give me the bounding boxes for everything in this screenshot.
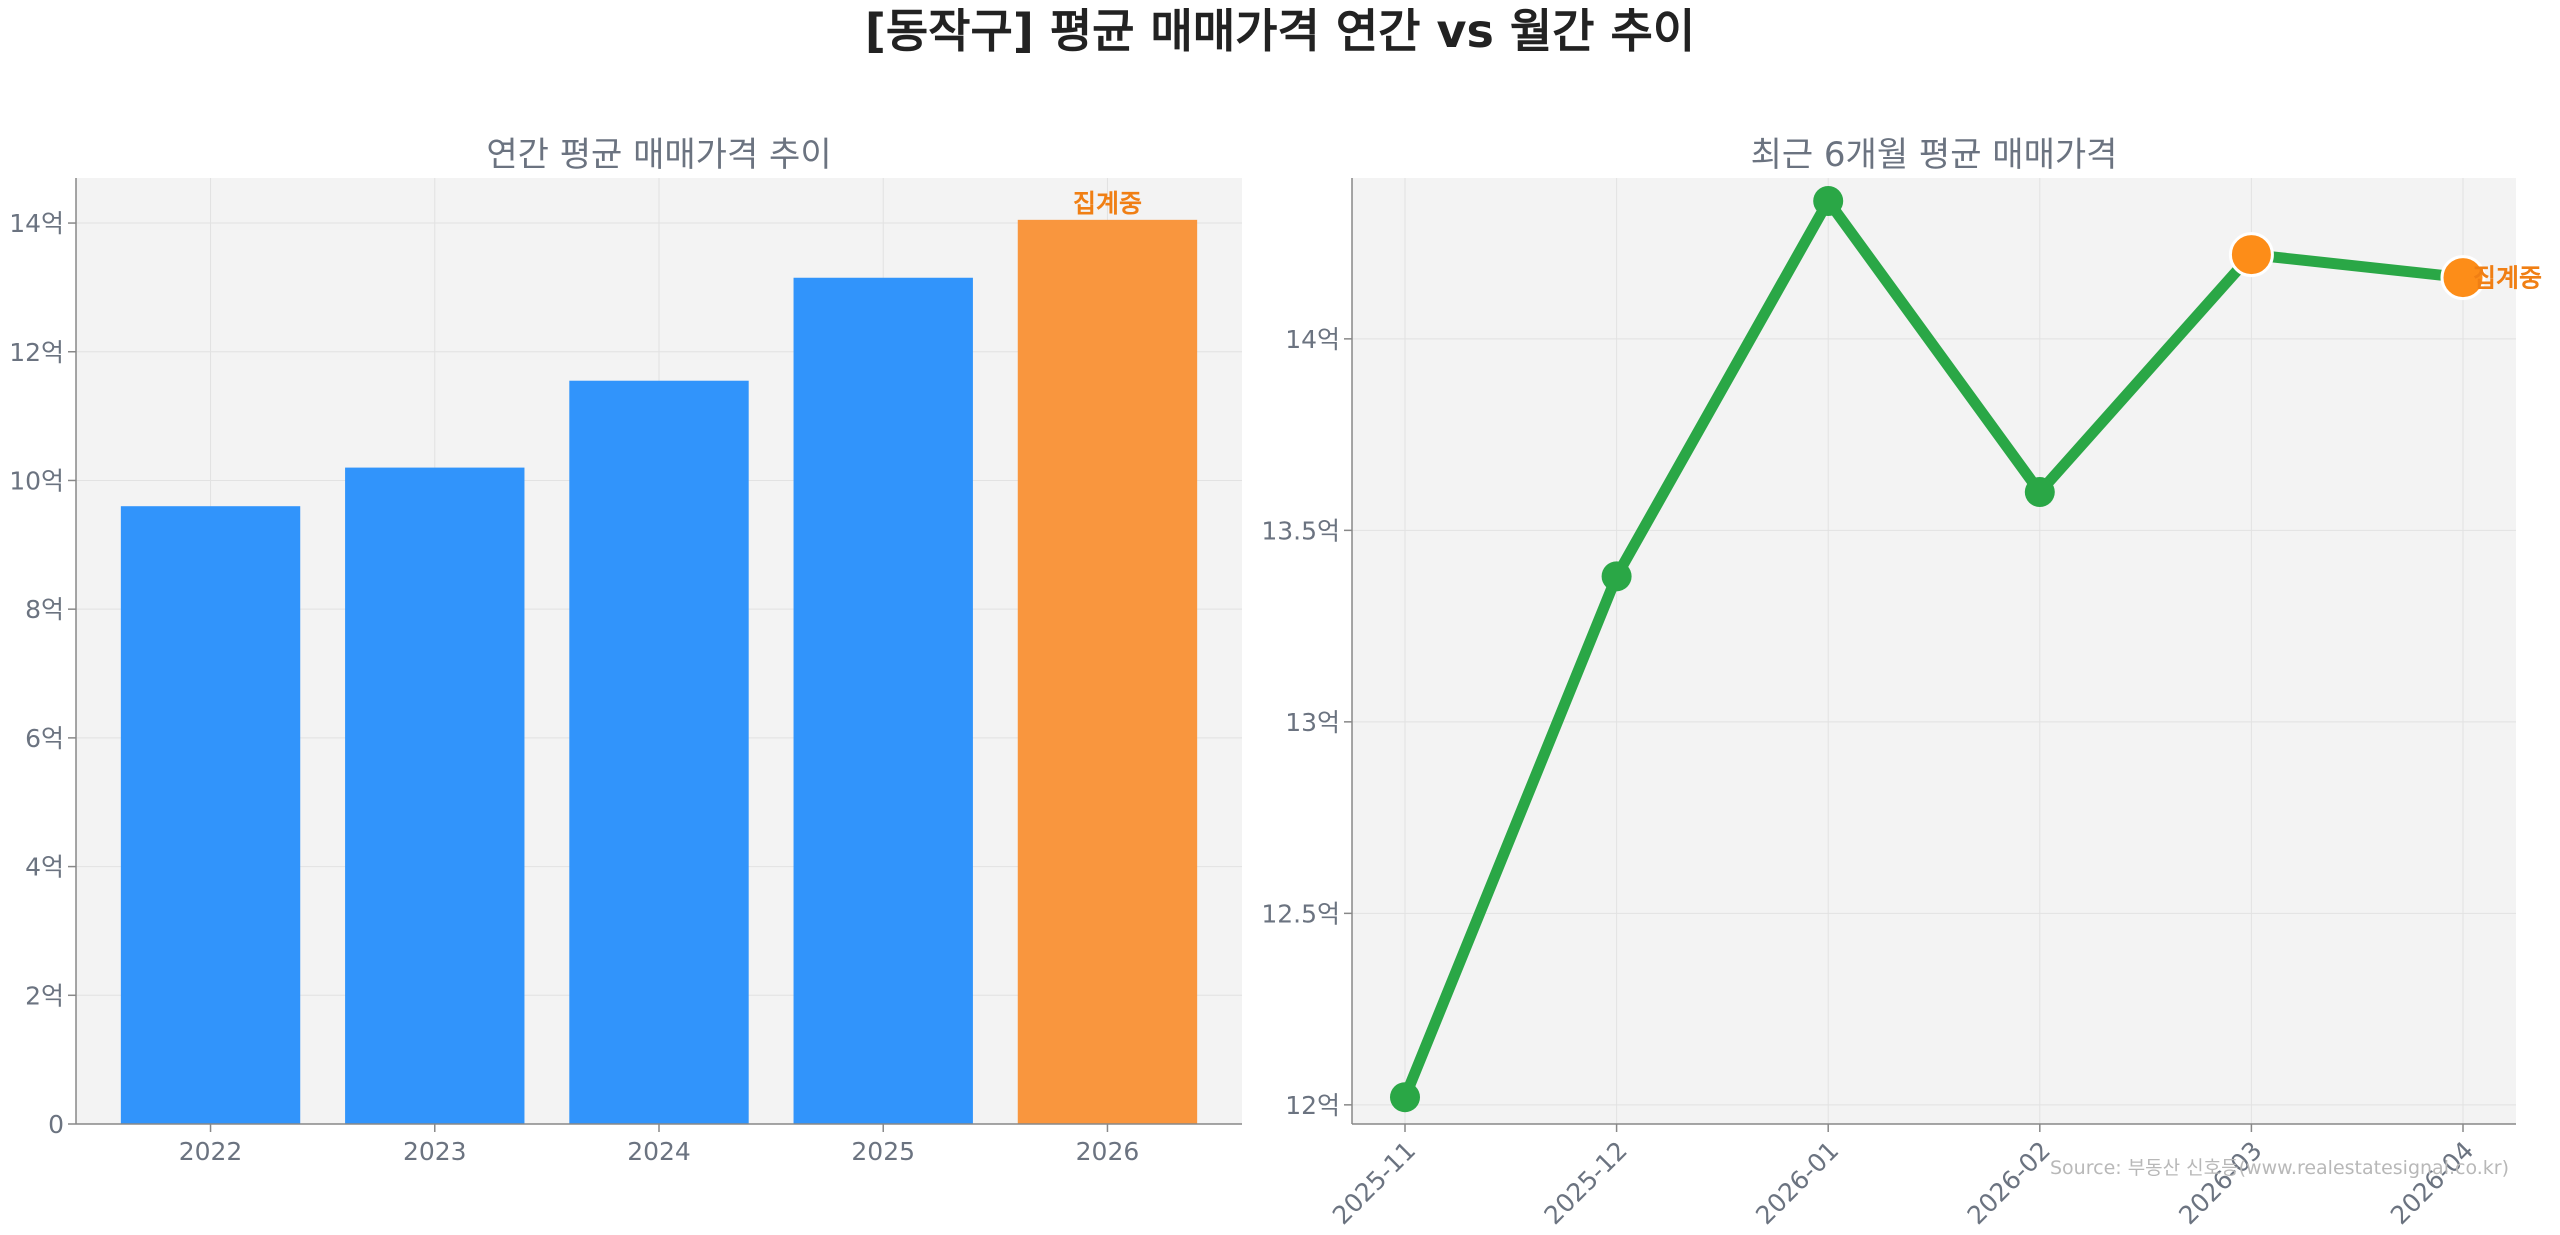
y-tick-label: 2억 bbox=[25, 981, 64, 1010]
y-tick-label: 10억 bbox=[9, 466, 64, 495]
x-tick-label: 2026-03 bbox=[2173, 1136, 2267, 1230]
chart-title: 연간 평균 매매가격 추이 bbox=[486, 135, 831, 175]
x-tick-label: 2025-12 bbox=[1538, 1136, 1632, 1230]
y-tick-label: 12.5억 bbox=[1261, 899, 1340, 928]
y-tick-label: 0 bbox=[48, 1110, 64, 1139]
point-2025-11 bbox=[1390, 1082, 1420, 1113]
bar-2025 bbox=[793, 277, 973, 1124]
x-tick-label: 2026-01 bbox=[1750, 1136, 1844, 1230]
monthly-line-chart: 최근 6개월 평균 매매가격 12억 12.5억 13억 13.5억 14억 집계중 2025… bbox=[1261, 135, 2542, 1230]
y-tick-label: 8억 bbox=[25, 595, 64, 624]
point-2025-12 bbox=[1601, 561, 1632, 592]
bar-2023 bbox=[345, 467, 525, 1125]
y-tick-label: 6억 bbox=[25, 724, 64, 753]
point-2026-02 bbox=[2024, 477, 2055, 508]
series-line bbox=[1399, 190, 2469, 1103]
y-tick-label: 12억 bbox=[1285, 1091, 1340, 1120]
y-tick-label: 12억 bbox=[9, 338, 64, 367]
y-tick-label: 4억 bbox=[25, 853, 64, 882]
x-tick-label: 2022 bbox=[179, 1137, 243, 1166]
x-tick-label: 2024 bbox=[627, 1137, 691, 1166]
bar-2026 bbox=[1017, 219, 1198, 1124]
point-2026-03 bbox=[2228, 232, 2274, 278]
y-tick-label: 13.5억 bbox=[1261, 516, 1340, 545]
source-note: Source: 부동산 신호등(www.realestatesignal.co.… bbox=[2050, 1157, 2510, 1179]
x-tick-label: 2025 bbox=[851, 1137, 915, 1166]
x-tick-label: 2026-02 bbox=[1962, 1136, 2056, 1230]
x-tick-label: 2026 bbox=[1076, 1137, 1140, 1166]
annual-bar-chart: 연간 평균 매매가격 추이 0 2억 4억 6억 8억 10억 12억 14억 2022 2023 2… bbox=[9, 135, 1242, 1166]
annotation-label: 집계중 bbox=[2473, 264, 2542, 293]
x-tick-label: 2025-11 bbox=[1327, 1136, 1421, 1230]
x-tick-label: 2023 bbox=[403, 1137, 467, 1166]
chart-title: 최근 6개월 평균 매매가격 bbox=[1751, 135, 2118, 175]
y-tick-label: 13억 bbox=[1285, 708, 1340, 737]
plot-area bbox=[1352, 178, 2516, 1124]
annotation-label: 집계중 bbox=[1073, 189, 1142, 218]
bar-2024 bbox=[569, 380, 749, 1124]
bar-2022 bbox=[120, 506, 301, 1124]
y-tick-label: 14억 bbox=[1285, 325, 1340, 354]
y-tick-label: 14억 bbox=[9, 209, 64, 238]
point-2026-01 bbox=[1813, 185, 1844, 216]
point-2026-04 bbox=[2440, 255, 2486, 301]
main-title: [동작구] 평균 매매가격 연간 vs 월간 추이 bbox=[864, 4, 1696, 58]
x-tick-label: 2026-04 bbox=[2385, 1136, 2479, 1230]
